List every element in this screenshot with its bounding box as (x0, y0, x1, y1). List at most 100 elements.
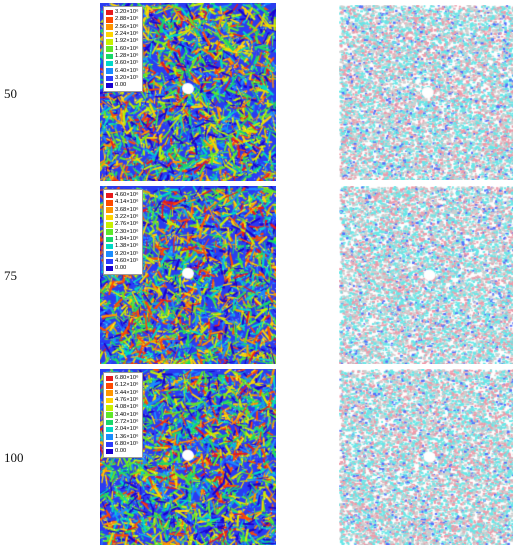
legend-entry: 4.76×10⁶ (106, 397, 139, 404)
legend-label: 9.60×10⁵ (115, 60, 139, 67)
legend-label: 1.60×10⁶ (115, 45, 139, 52)
legend-entry: 0.00 (106, 82, 139, 89)
force-chain-panel-50: 3.20×10⁶ 2.88×10⁶ 2.56×10⁶ 2.24×10⁶ 1.92×10⁶… (100, 3, 276, 181)
legend-label: 4.60×10⁵ (115, 257, 139, 264)
color-legend-50: 3.20×10⁶ 2.88×10⁶ 2.56×10⁶ 2.24×10⁶ 1.92×10⁶… (103, 6, 143, 93)
legend-label: 0.00 (115, 82, 127, 89)
legend-label: 6.12×10⁶ (115, 382, 139, 389)
legend-entry: 1.92×10⁶ (106, 38, 139, 45)
legend-swatch (106, 258, 113, 265)
legend-entry: 2.72×10⁶ (106, 419, 139, 426)
legend-label: 3.40×10⁶ (115, 411, 139, 418)
legend-label: 1.28×10⁶ (115, 52, 139, 59)
legend-label: 2.76×10⁶ (115, 221, 139, 228)
legend-label: 3.20×10⁵ (115, 74, 139, 81)
legend-entry: 6.12×10⁶ (106, 382, 139, 389)
row-label-75: 75 (4, 268, 17, 283)
particle-image-50 (339, 5, 513, 180)
legend-label: 1.36×10⁶ (115, 433, 139, 440)
row-label-50: 50 (4, 86, 17, 101)
legend-swatch (106, 390, 113, 396)
legend-swatch (106, 251, 113, 257)
legend-swatch (106, 397, 113, 404)
legend-label: 2.56×10⁶ (115, 23, 139, 30)
legend-swatch (106, 448, 113, 455)
legend-label: 4.60×10⁶ (115, 192, 139, 199)
legend-entry: 2.88×10⁶ (106, 16, 139, 23)
legend-label: 3.68×10⁶ (115, 206, 139, 213)
legend-swatch (106, 53, 113, 60)
legend-label: 6.80×10⁶ (115, 375, 139, 382)
legend-swatch (106, 31, 113, 38)
legend-label: 9.20×10⁵ (115, 250, 139, 257)
particle-image-100 (339, 369, 513, 545)
legend-label: 0.00 (115, 448, 127, 455)
legend-label: 6.80×10⁵ (115, 440, 139, 447)
legend-entry: 2.30×10⁶ (106, 228, 139, 235)
legend-label: 1.84×10⁶ (115, 235, 139, 242)
legend-swatch (106, 24, 113, 30)
legend-label: 1.92×10⁶ (115, 38, 139, 45)
legend-label: 2.88×10⁶ (115, 16, 139, 23)
legend-swatch (106, 426, 113, 433)
legend-swatch (106, 82, 113, 89)
legend-label: 3.22×10⁶ (115, 214, 139, 221)
legend-entry: 4.14×10⁶ (106, 199, 139, 206)
legend-entry: 2.04×10⁶ (106, 426, 139, 433)
legend-swatch (106, 441, 113, 448)
legend-swatch (106, 214, 113, 221)
legend-label: 2.04×10⁶ (115, 426, 139, 433)
legend-swatch (106, 434, 113, 440)
row-label-100: 100 (4, 450, 24, 465)
force-chain-panel-75: 4.60×10⁶ 4.14×10⁶ 3.68×10⁶ 3.22×10⁶ 2.76×10⁶… (100, 186, 276, 364)
legend-label: 2.72×10⁶ (115, 418, 139, 425)
legend-swatch (106, 375, 113, 382)
legend-swatch (106, 222, 113, 228)
legend-swatch (106, 39, 113, 45)
legend-label: 2.30×10⁶ (115, 228, 139, 235)
legend-entry: 3.40×10⁶ (106, 411, 139, 418)
legend-swatch (106, 229, 113, 235)
legend-entry: 0.00 (106, 265, 139, 272)
legend-entry: 1.84×10⁶ (106, 236, 139, 243)
legend-entry: 4.60×10⁵ (106, 258, 139, 265)
legend-entry: 3.68×10⁶ (106, 207, 139, 214)
legend-entry: 2.24×10⁶ (106, 31, 139, 38)
particle-panel-75 (339, 186, 513, 364)
legend-entry: 3.22×10⁶ (106, 214, 139, 221)
legend-entry: 3.20×10⁶ (106, 9, 139, 16)
legend-swatch (106, 383, 113, 389)
particle-image-75 (339, 186, 513, 364)
legend-swatch (106, 60, 113, 67)
legend-entry: 9.60×10⁵ (106, 60, 139, 67)
legend-swatch (106, 46, 113, 52)
color-legend-75: 4.60×10⁶ 4.14×10⁶ 3.68×10⁶ 3.22×10⁶ 2.76×10⁶… (103, 189, 143, 276)
legend-entry: 3.20×10⁵ (106, 75, 139, 82)
legend-label: 4.08×10⁶ (115, 404, 139, 411)
legend-swatch (106, 405, 113, 411)
legend-label: 4.14×10⁶ (115, 199, 139, 206)
legend-entry: 1.36×10⁶ (106, 433, 139, 440)
color-legend-100: 6.80×10⁶ 6.12×10⁶ 5.44×10⁶ 4.76×10⁶ 4.08×10⁶… (103, 372, 143, 459)
legend-swatch (106, 207, 113, 213)
legend-swatch (106, 17, 113, 23)
legend-swatch (106, 236, 113, 243)
legend-entry: 4.08×10⁶ (106, 404, 139, 411)
legend-entry: 9.20×10⁵ (106, 250, 139, 257)
legend-entry: 1.38×10⁶ (106, 243, 139, 250)
legend-label: 0.00 (115, 265, 127, 272)
legend-entry: 2.56×10⁶ (106, 24, 139, 31)
legend-swatch (106, 243, 113, 250)
legend-swatch (106, 68, 113, 74)
legend-label: 5.44×10⁶ (115, 389, 139, 396)
particle-panel-50 (339, 5, 513, 180)
legend-entry: 5.44×10⁶ (106, 390, 139, 397)
legend-entry: 1.28×10⁶ (106, 53, 139, 60)
legend-entry: 0.00 (106, 448, 139, 455)
legend-swatch (106, 9, 113, 16)
legend-label: 1.38×10⁶ (115, 243, 139, 250)
legend-label: 4.76×10⁶ (115, 397, 139, 404)
legend-swatch (106, 265, 113, 272)
legend-entry: 6.80×10⁵ (106, 441, 139, 448)
legend-swatch (106, 75, 113, 82)
